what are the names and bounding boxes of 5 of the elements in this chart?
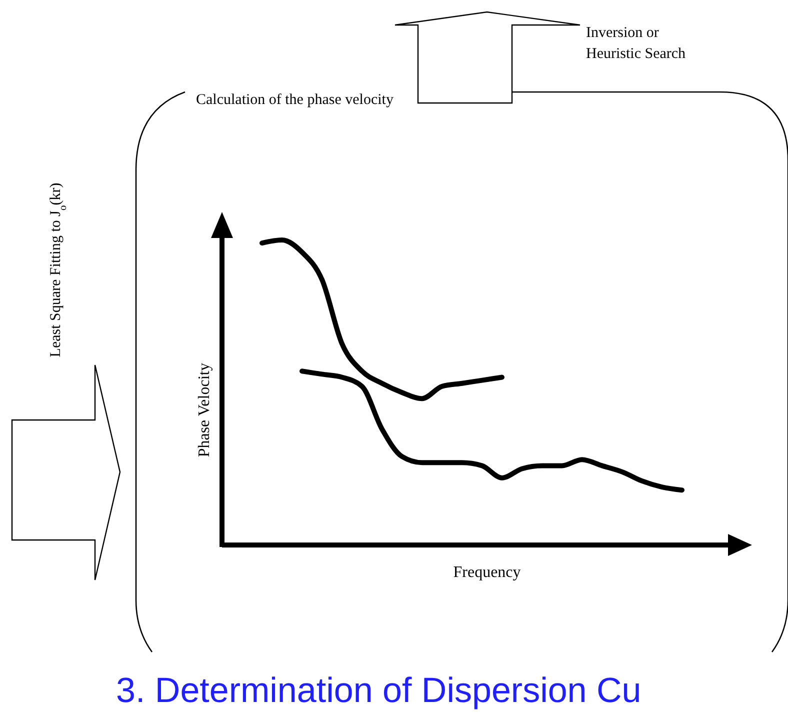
text: 3. Determination of Dispersion Cu <box>116 671 642 710</box>
y-axis-title: Phase Velocity <box>196 362 213 458</box>
x-axis-title: Frequency <box>453 564 521 581</box>
text: Inversion or Heuristic Search <box>586 25 686 62</box>
text: Calculation of the phase velocity <box>196 92 394 108</box>
